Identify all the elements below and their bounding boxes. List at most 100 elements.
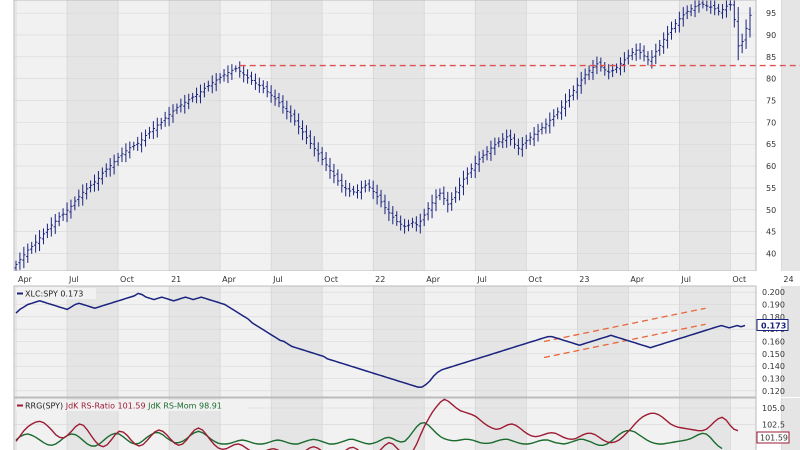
price-bar: [159, 117, 163, 130]
price-bar: [414, 216, 418, 232]
price-bar: [426, 202, 430, 221]
price-bar: [53, 213, 57, 234]
ratio-y-tick-label: 0.180: [762, 313, 785, 322]
time-band: [577, 398, 629, 450]
rrg-last-value-badge: 101.59: [756, 431, 790, 444]
price-y-tick-label: 40: [766, 250, 776, 259]
price-bar: [528, 132, 532, 146]
rrg-ratio-line: [15, 398, 739, 450]
price-bar: [630, 47, 634, 61]
x-tick-label: Apr: [222, 275, 237, 284]
price-y-tick-label: 85: [766, 53, 776, 62]
price-y-tick-label: 45: [766, 228, 776, 237]
ratio-y-ticks: 0.2000.1900.1800.1700.1600.1500.1400.130…: [762, 288, 785, 396]
price-bar: [100, 167, 104, 185]
price-bar: [375, 184, 379, 205]
ratio-y-tick-label: 0.140: [762, 362, 785, 371]
price-bar: [599, 57, 603, 72]
price-bar: [473, 155, 477, 178]
price-bar: [516, 138, 521, 156]
price-bar: [328, 157, 332, 179]
price-y-tick-label: 50: [766, 206, 776, 215]
price-bar: [681, 7, 685, 27]
time-band: [271, 0, 323, 271]
rrg-last-value: 101.59: [760, 434, 788, 443]
price-bar: [477, 151, 481, 172]
price-bar: [332, 163, 336, 184]
price-bar: [406, 219, 411, 232]
x-tick-label: Oct: [324, 275, 338, 284]
price-y-tick-label: 90: [766, 31, 776, 40]
price-bar: [505, 129, 509, 148]
price-bar: [622, 52, 626, 73]
x-tick-label: 23: [579, 275, 589, 284]
x-tick-label: 24: [783, 275, 793, 284]
price-bar: [41, 228, 46, 245]
price-bar: [485, 146, 489, 161]
price-bar: [501, 133, 505, 149]
price-bar: [410, 217, 415, 228]
price-bar: [140, 132, 144, 153]
price-bar: [230, 64, 234, 80]
price-bar: [430, 194, 434, 219]
price-bar: [128, 141, 132, 159]
rrg-legend-mom: JdK RS-Mom 98.91: [147, 402, 222, 411]
price-annotations: [239, 64, 800, 67]
time-band: [67, 0, 119, 271]
price-bar: [489, 140, 493, 161]
x-tick-label: 21: [171, 275, 181, 284]
price-bar: [744, 19, 748, 49]
price-y-tick-label: 80: [766, 75, 776, 84]
price-bar: [351, 185, 356, 196]
price-bar: [524, 134, 528, 150]
price-bar: [143, 129, 148, 147]
ratio-grid: [14, 286, 782, 397]
price-bar: [136, 136, 140, 151]
rrg-y-tick-label: 105.0: [762, 404, 785, 413]
ratio-y-tick-label: 0.160: [762, 338, 785, 347]
price-bar: [324, 152, 328, 172]
price-bar: [179, 98, 183, 113]
price-bar: [77, 189, 81, 207]
time-band: [373, 0, 425, 271]
price-bar: [355, 184, 360, 199]
price-bar: [693, 0, 697, 18]
price-bar: [210, 75, 214, 94]
price-bar: [214, 73, 218, 92]
price-bar: [618, 57, 623, 76]
price-bar: [92, 174, 97, 192]
price-bar: [163, 111, 167, 127]
price-bar: [171, 104, 175, 123]
price-bar: [387, 201, 391, 222]
price-bar: [304, 125, 309, 145]
price-bar: [45, 223, 50, 239]
price-bar: [607, 64, 611, 80]
price-bar: [363, 179, 367, 193]
price-bar: [167, 106, 171, 127]
price-bar: [402, 218, 407, 234]
price-y-tick-label: 65: [766, 140, 776, 149]
ratio-y-tick-label: 0.130: [762, 375, 785, 384]
price-bar: [418, 213, 422, 234]
price-bar: [61, 208, 65, 221]
price-bar: [234, 65, 238, 73]
price-bar: [202, 82, 207, 98]
rrg-legend-bg: [16, 400, 248, 411]
price-bar: [73, 196, 77, 211]
price-y-tick-label: 70: [766, 118, 776, 127]
rrg-plot-border: [13, 397, 757, 450]
ratio-legend: XLC:SPY 0.173: [16, 288, 96, 299]
price-bar: [300, 120, 305, 141]
price-bar: [344, 179, 348, 197]
price-panel: 40 45 50 55 60 65 70 75 80 85 90 95: [13, 0, 800, 272]
price-y-ticks: 40 45 50 55 60 65 70 75 80 85 90 95: [766, 9, 776, 258]
price-bar: [206, 80, 210, 92]
price-bar: [709, 0, 713, 14]
price-bar: [705, 0, 709, 12]
rrg-last-value-box: [756, 431, 790, 444]
price-bar: [422, 208, 426, 227]
x-axis-strip: [0, 271, 800, 285]
price-bar: [654, 43, 658, 65]
price-bar: [18, 252, 22, 270]
